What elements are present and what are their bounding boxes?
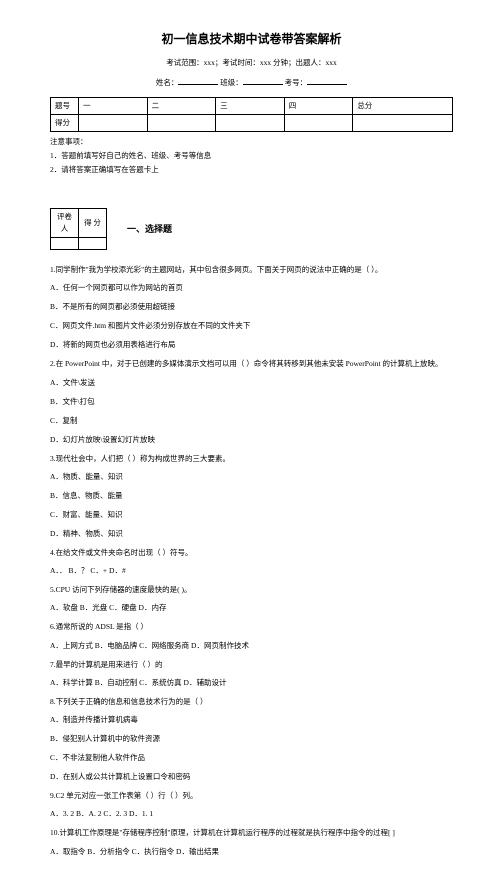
- student-id-label: 考号：: [285, 78, 308, 87]
- student-name-blank: [178, 75, 218, 85]
- section-header-row: 评卷人 得 分 一、选择题: [50, 208, 453, 250]
- option-line: C．复制: [50, 415, 453, 427]
- score-header: 得 分: [79, 209, 107, 238]
- score-row-label: 题号: [51, 98, 79, 115]
- option-line: B．侵犯别人计算机中的软件资源: [50, 733, 453, 745]
- option-line: A．软盘 B．光盘 C．硬盘 D．内存: [50, 602, 453, 614]
- question-line: 7.最早的计算机是用来进行（ ）的: [50, 659, 453, 670]
- option-line: B．文件\打包: [50, 396, 453, 408]
- option-line: A．任何一个网页都可以作为网站的首页: [50, 282, 453, 294]
- score-col: 四: [284, 98, 353, 115]
- score-cell: [216, 115, 285, 132]
- option-line: A．科学计算 B．自动控制 C．系统仿真 D．辅助设计: [50, 677, 453, 689]
- question-list: 1.同学制作"我为学校添光彩"的主题网站，其中包含很多网页。下面关于网页的说法中…: [50, 264, 453, 858]
- student-class-blank: [243, 75, 283, 85]
- score-col: 三: [216, 98, 285, 115]
- option-line: A．上网方式 B．电脑品牌 C．网络服务商 D．网页制作技术: [50, 640, 453, 652]
- student-name-label: 姓名：: [156, 78, 179, 87]
- option-line: D．幻灯片放映\设置幻灯片放映: [50, 434, 453, 446]
- option-line: A．制造并传播计算机病毒: [50, 714, 453, 726]
- option-line: D．将新的网页也必须用表格进行布局: [50, 339, 453, 351]
- note-line: 1．答题前填写好自己的姓名、班级、考号等信息: [50, 150, 453, 162]
- question-line: 5.CPU 访问下列存储器的速度最快的是( )。: [50, 584, 453, 595]
- question-line: 9.C2 单元对应一张工作表第（ ）行（ ）列。: [50, 790, 453, 801]
- option-line: C．财富、能量、知识: [50, 509, 453, 521]
- student-info: 姓名： 班级： 考号：: [50, 75, 453, 89]
- score-col: 二: [147, 98, 216, 115]
- option-line: A．． B．？ C．+ D．#: [50, 565, 453, 577]
- grader-cell: [51, 238, 79, 250]
- option-line: C．网页文件.htm 和图片文件必须分别存放在不同的文件夹下: [50, 320, 453, 332]
- grader-header: 评卷人: [51, 209, 79, 238]
- score-cell: [147, 115, 216, 132]
- option-line: A．取指令 B．分析指令 C．执行指令 D．输出结果: [50, 846, 453, 858]
- question-line: 10.计算机工作原理是"存储程序控制"原理，计算机在计算机运行程序的过程就是执行…: [50, 827, 453, 838]
- note-line: 2．请将答案正确填写在答题卡上: [50, 164, 453, 176]
- question-line: 1.同学制作"我为学校添光彩"的主题网站，其中包含很多网页。下面关于网页的说法中…: [50, 264, 453, 275]
- score-row-label: 得分: [51, 115, 79, 132]
- question-line: 6.通常所说的 ADSL 是指（ ）: [50, 621, 453, 632]
- option-line: A．物质、能量、知识: [50, 471, 453, 483]
- option-line: D．在别人或公共计算机上设置口令和密码: [50, 771, 453, 783]
- score-cell: [353, 115, 453, 132]
- section-title: 一、选择题: [127, 222, 172, 236]
- option-line: B．不是所有的网页都必须使用超链接: [50, 301, 453, 313]
- question-line: 2.在 PowerPoint 中，对于已创建的多媒体演示文档可以用（ ）命令将其…: [50, 358, 453, 369]
- question-line: 4.在给文件或文件夹命名时出现（ ）符号。: [50, 547, 453, 558]
- student-class-label: 班级：: [220, 78, 243, 87]
- option-line: D．精神、物质、知识: [50, 528, 453, 540]
- question-line: 8.下列关于正确的信息和信息技术行为的是（ ）: [50, 696, 453, 707]
- score-cell: [79, 238, 107, 250]
- notes-header: 注意事项：: [50, 136, 453, 148]
- score-col: 总分: [353, 98, 453, 115]
- score-col: 一: [79, 98, 148, 115]
- exam-info: 考试范围：xxx；考试时间：xxx 分钟；出题人：xxx: [50, 57, 453, 69]
- grader-table: 评卷人 得 分: [50, 208, 107, 250]
- score-cell: [284, 115, 353, 132]
- page-title: 初一信息技术期中试卷带答案解析: [50, 30, 453, 49]
- option-line: A．文件\发送: [50, 377, 453, 389]
- score-cell: [79, 115, 148, 132]
- student-id-blank: [307, 75, 347, 85]
- option-line: C．不非法复制他人软件作品: [50, 752, 453, 764]
- question-line: 3.现代社会中，人们把（ ）称为构成世界的三大要素。: [50, 453, 453, 464]
- score-table: 题号 一 二 三 四 总分 得分: [50, 97, 453, 132]
- option-line: A．3. 2 B．A. 2 C．2. 3 D．1. 1: [50, 808, 453, 820]
- option-line: B．信息、物质、能量: [50, 490, 453, 502]
